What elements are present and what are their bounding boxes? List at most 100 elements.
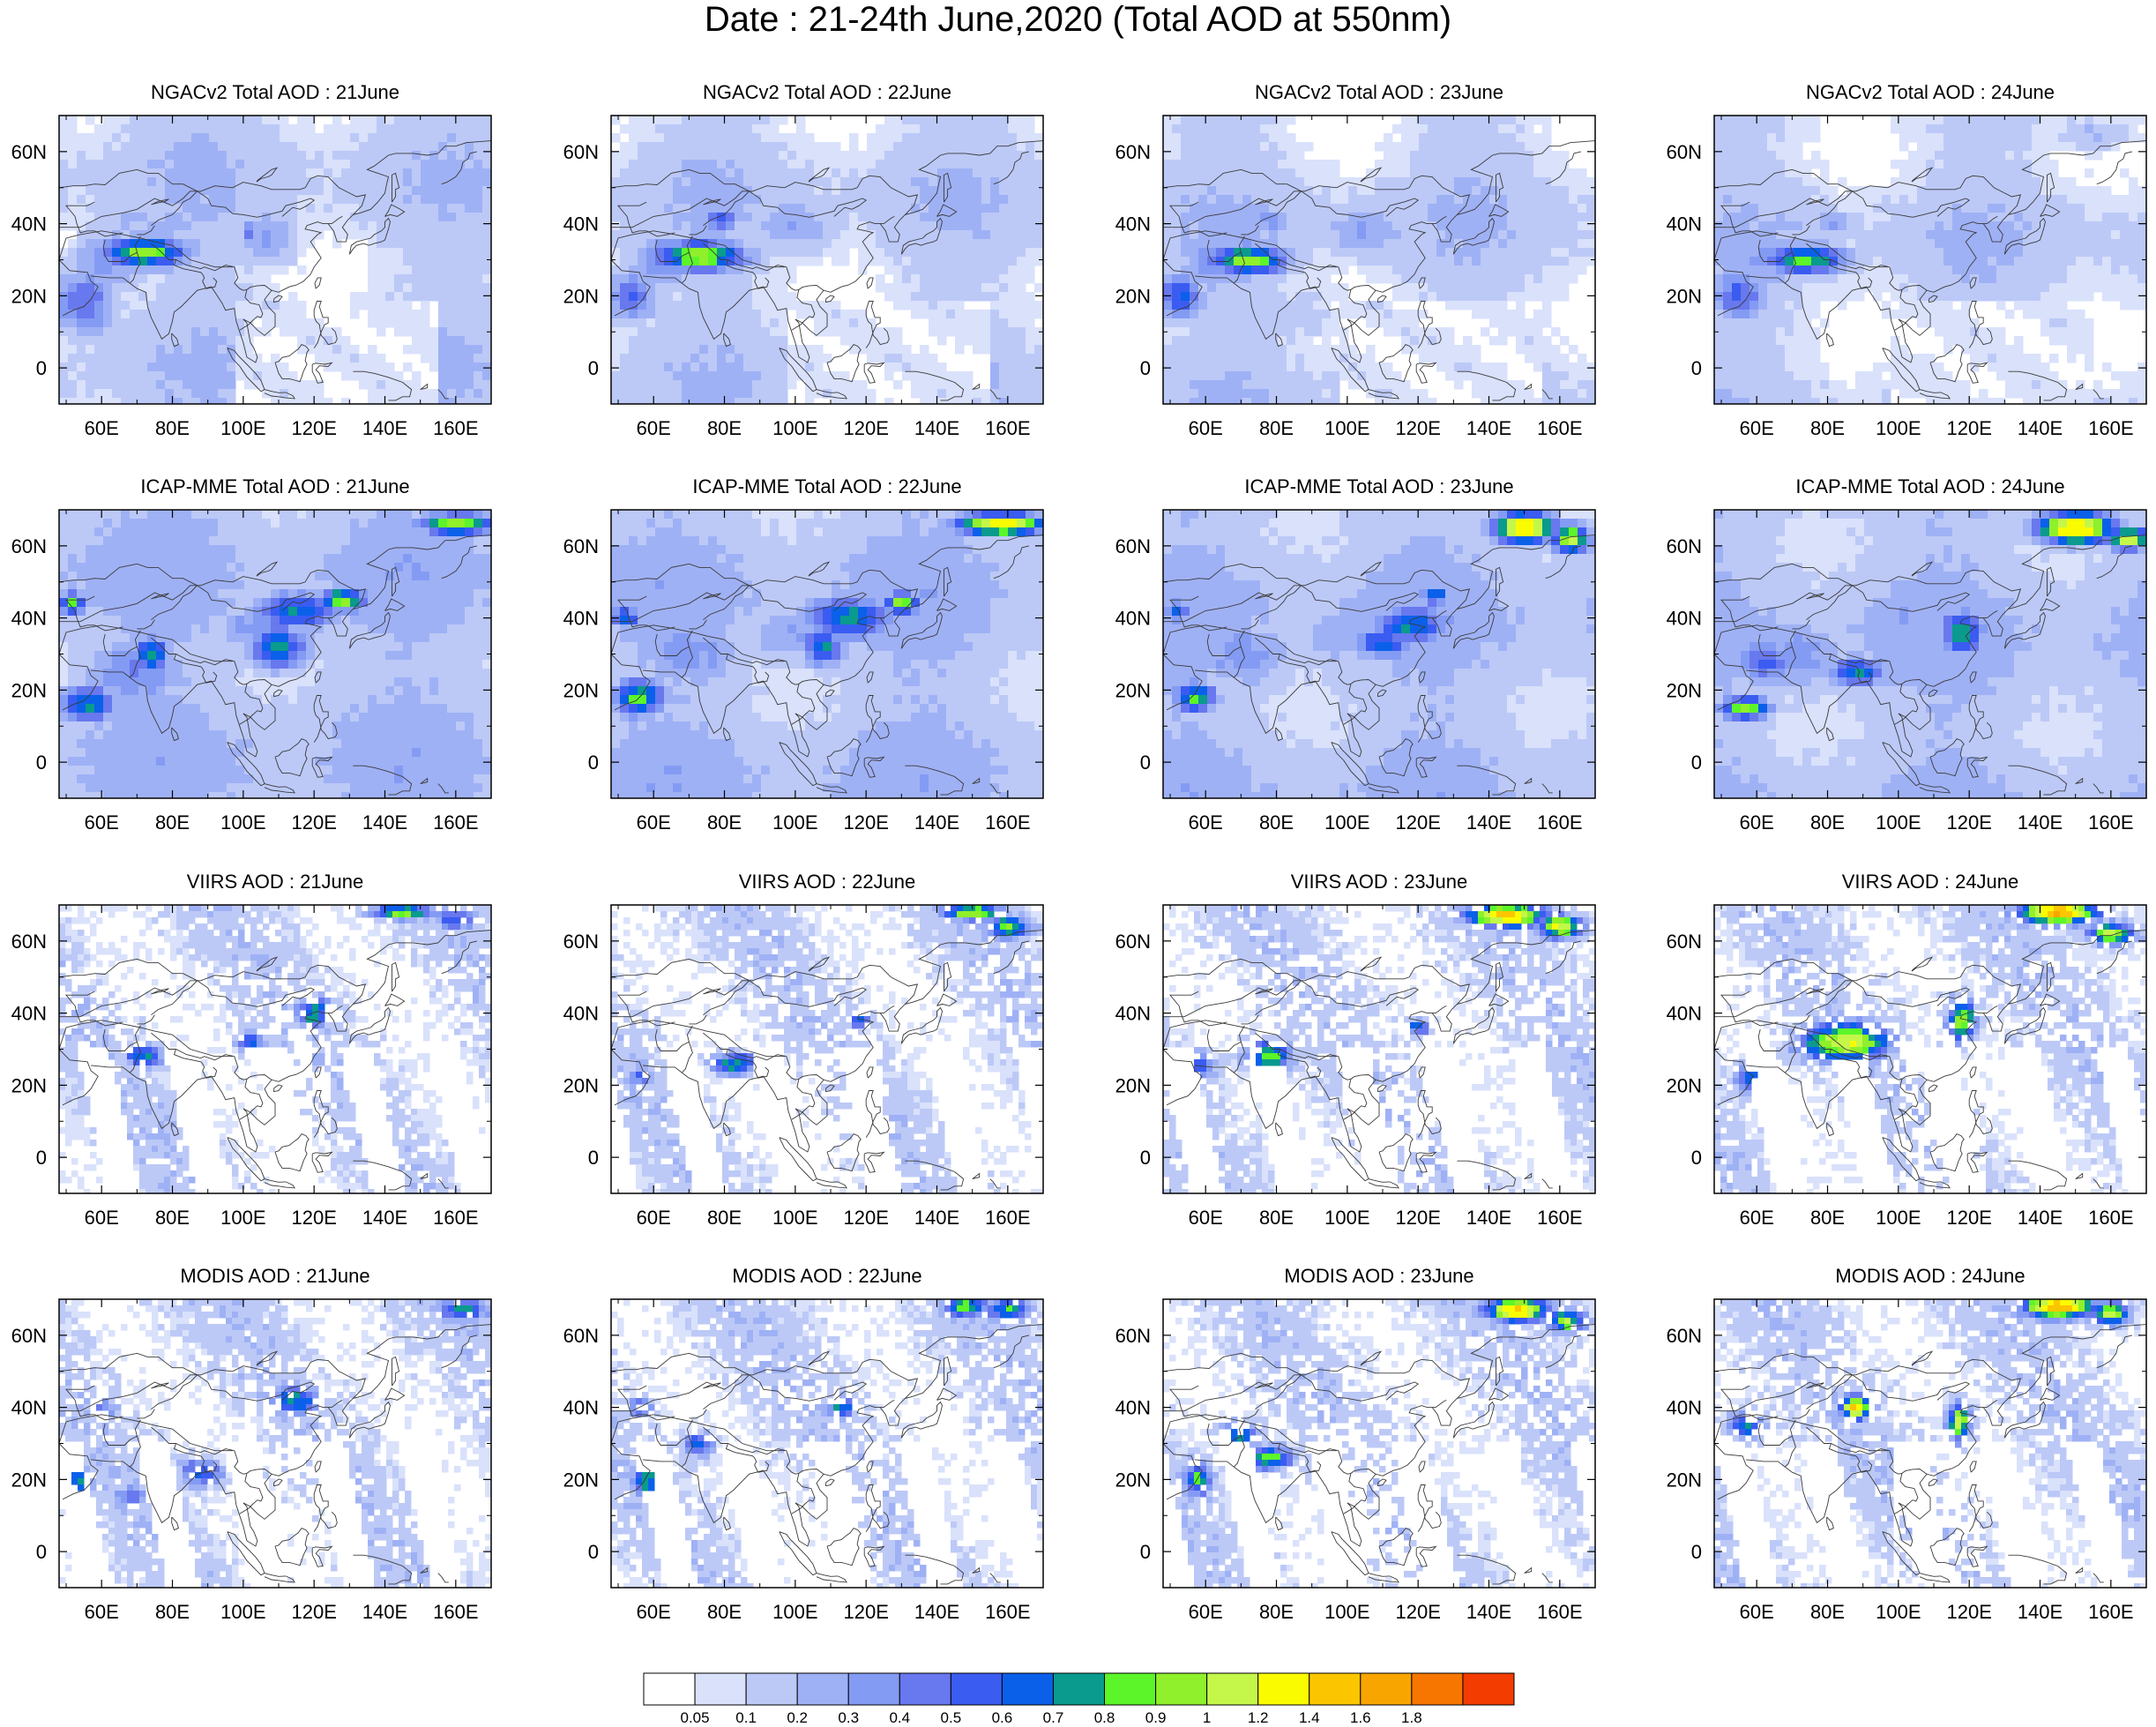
coastlines bbox=[1163, 535, 1595, 796]
figure-title: Date : 21-24th June,2020 (Total AOD at 5… bbox=[0, 0, 2156, 39]
lat-tick-label: 40N bbox=[1667, 213, 1702, 236]
lon-tick-label: 80E bbox=[707, 1601, 742, 1623]
lon-tick-label: 120E bbox=[843, 1207, 888, 1229]
aod-field bbox=[611, 905, 1043, 1193]
lat-tick-label: 0 bbox=[1140, 751, 1151, 774]
lat-tick-label: 40N bbox=[11, 1397, 47, 1419]
aod-field bbox=[59, 510, 491, 798]
lon-tick-label: 120E bbox=[1395, 1207, 1440, 1229]
lon-tick-label: 100E bbox=[220, 1207, 265, 1229]
lat-tick-label: 20N bbox=[1115, 1469, 1151, 1491]
map-panel-viirs-21june: VIIRS AOD : 21June 60E 80E 100E 120E 140E 160E… bbox=[11, 871, 492, 1229]
lon-tick-label: 120E bbox=[291, 1601, 336, 1623]
lon-tick-label: 160E bbox=[1537, 1601, 1582, 1623]
lat-tick-label: 0 bbox=[1691, 751, 1702, 774]
lon-tick-label: 120E bbox=[1946, 1207, 1991, 1229]
lon-tick-label: 60E bbox=[85, 417, 119, 439]
lat-tick-label: 20N bbox=[11, 285, 47, 307]
lon-tick-label: 100E bbox=[1324, 1601, 1369, 1623]
lat-tick-label: 0 bbox=[1140, 1147, 1151, 1169]
lat-tick-label: 0 bbox=[588, 1541, 599, 1563]
lon-tick-label: 160E bbox=[2088, 417, 2133, 439]
lon-tick-label: 140E bbox=[2018, 417, 2063, 439]
lat-tick-label: 60N bbox=[563, 141, 599, 163]
lat-tick-label: 40N bbox=[1667, 608, 1702, 630]
coastlines bbox=[1714, 1324, 2146, 1585]
lat-tick-label: 60N bbox=[1115, 1325, 1151, 1347]
lon-tick-label: 140E bbox=[362, 1601, 407, 1623]
panel-title: MODIS AOD : 22June bbox=[598, 1265, 1056, 1288]
aod-field bbox=[1163, 1299, 1595, 1588]
coastlines bbox=[1163, 930, 1595, 1191]
panel-title: MODIS AOD : 23June bbox=[1150, 1265, 1608, 1288]
aod-field bbox=[1714, 905, 2146, 1193]
lat-tick-label: 20N bbox=[1667, 679, 1702, 701]
lat-tick-label: 20N bbox=[1667, 1469, 1702, 1491]
panel-title: NGACv2 Total AOD : 21June bbox=[46, 81, 504, 104]
aod-field bbox=[1163, 905, 1595, 1193]
coastlines bbox=[1714, 140, 2146, 401]
lon-tick-label: 160E bbox=[1537, 811, 1582, 834]
panel-title: MODIS AOD : 24June bbox=[1701, 1265, 2156, 1288]
lon-tick-label: 80E bbox=[1259, 1601, 1294, 1623]
map-panel-modis-22june: MODIS AOD : 22June 60E 80E 100E 120E 140E 160E… bbox=[563, 1265, 1044, 1623]
lon-tick-label: 100E bbox=[772, 1207, 817, 1229]
aod-map: 60E 80E 100E 120E 140E 160E 60N 40N 20N 0 bbox=[563, 115, 1044, 439]
lon-tick-label: 160E bbox=[1537, 1207, 1582, 1229]
lon-tick-label: 100E bbox=[1324, 811, 1369, 834]
lon-tick-label: 60E bbox=[637, 1601, 671, 1623]
aod-field bbox=[611, 116, 1043, 404]
coastlines bbox=[611, 535, 1043, 796]
map-panel-icap-24june: ICAP-MME Total AOD : 24June 60E 80E 100E 120… bbox=[1667, 475, 2147, 834]
aod-field bbox=[1163, 510, 1595, 798]
lon-tick-label: 140E bbox=[914, 1601, 959, 1623]
lon-tick-label: 80E bbox=[707, 1207, 742, 1229]
coastlines bbox=[611, 140, 1043, 401]
aod-map: 60E 80E 100E 120E 140E 160E 60N 40N 20N 0 bbox=[1667, 509, 2147, 834]
panel-title: ICAP-MME Total AOD : 24June bbox=[1701, 475, 2156, 498]
aod-map: 60E 80E 100E 120E 140E 160E 60N 40N 20N 0 bbox=[11, 509, 492, 834]
lat-tick-label: 20N bbox=[563, 1074, 599, 1096]
lon-tick-label: 120E bbox=[291, 811, 336, 834]
lon-tick-label: 60E bbox=[1740, 1601, 1774, 1623]
panel-title: VIIRS AOD : 22June bbox=[598, 871, 1056, 893]
lon-tick-label: 100E bbox=[1324, 417, 1369, 439]
aod-map: 60E 80E 100E 120E 140E 160E 60N 40N 20N 0 bbox=[11, 1298, 492, 1623]
aod-map: 60E 80E 100E 120E 140E 160E 60N 40N 20N 0 bbox=[11, 904, 492, 1229]
lat-tick-label: 60N bbox=[11, 141, 47, 163]
lat-tick-label: 20N bbox=[1115, 1074, 1151, 1096]
lon-tick-label: 160E bbox=[2088, 811, 2133, 834]
lat-tick-label: 0 bbox=[36, 1147, 47, 1169]
lon-tick-label: 120E bbox=[843, 417, 888, 439]
lon-tick-label: 80E bbox=[1810, 417, 1845, 439]
lat-tick-label: 60N bbox=[11, 1325, 47, 1347]
aod-field bbox=[611, 510, 1043, 798]
map-panel-viirs-24june: VIIRS AOD : 24June 60E 80E 100E 120E 140E 160E… bbox=[1667, 871, 2147, 1229]
panel-title: ICAP-MME Total AOD : 23June bbox=[1150, 475, 1608, 498]
coastlines bbox=[1163, 1324, 1595, 1585]
lat-tick-label: 40N bbox=[1115, 1397, 1151, 1419]
coastlines bbox=[59, 140, 491, 401]
lon-tick-label: 120E bbox=[291, 417, 336, 439]
lon-tick-label: 160E bbox=[433, 1601, 478, 1623]
lon-tick-label: 60E bbox=[85, 1207, 119, 1229]
lat-tick-label: 40N bbox=[563, 1397, 599, 1419]
lat-tick-label: 20N bbox=[1667, 285, 1702, 307]
lat-tick-label: 0 bbox=[1691, 1541, 1702, 1563]
map-panel-modis-21june: MODIS AOD : 21June 60E 80E 100E 120E 140E 160E… bbox=[11, 1265, 492, 1623]
lon-tick-label: 140E bbox=[1466, 417, 1511, 439]
lon-tick-label: 120E bbox=[843, 811, 888, 834]
coastlines bbox=[611, 1324, 1043, 1585]
lon-tick-label: 80E bbox=[1810, 1207, 1845, 1229]
lon-tick-label: 140E bbox=[1466, 811, 1511, 834]
lon-tick-label: 160E bbox=[2088, 1207, 2133, 1229]
lon-tick-label: 120E bbox=[843, 1601, 888, 1623]
lat-tick-label: 0 bbox=[36, 751, 47, 774]
lon-tick-label: 100E bbox=[1876, 811, 1921, 834]
lat-tick-label: 0 bbox=[1140, 1541, 1151, 1563]
lon-tick-label: 140E bbox=[2018, 1601, 2063, 1623]
lat-tick-label: 60N bbox=[563, 931, 599, 953]
lon-tick-label: 60E bbox=[1740, 811, 1774, 834]
panel-title: VIIRS AOD : 21June bbox=[46, 871, 504, 893]
map-panel-ngac-24june: NGACv2 Total AOD : 24June 60E 80E 100E 120E 1… bbox=[1667, 81, 2147, 439]
